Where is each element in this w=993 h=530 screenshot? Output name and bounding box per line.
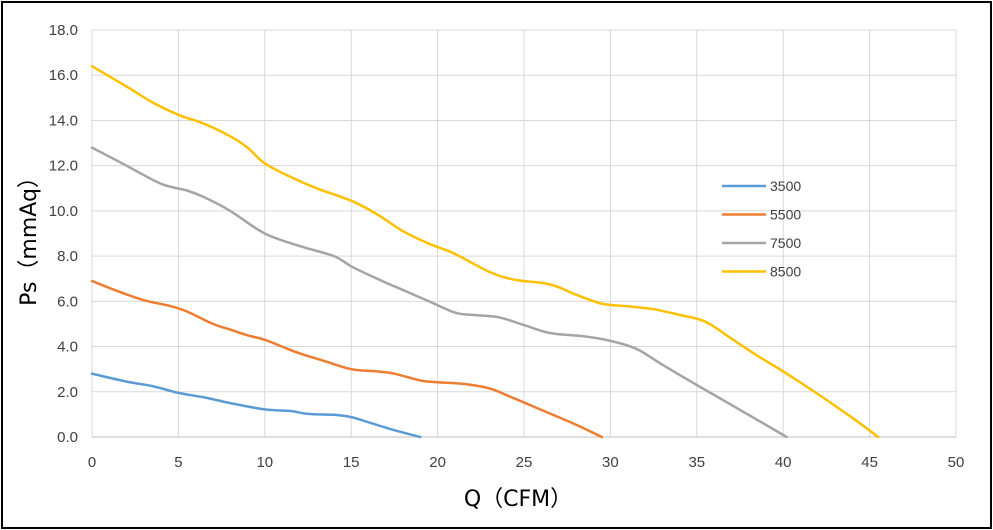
series-lines: [90, 64, 880, 439]
x-axis-title: Q（CFM）: [464, 487, 572, 512]
series-line-7500: [90, 146, 788, 439]
x-tick-label: 15: [343, 454, 360, 471]
y-tick-label: 0.0: [57, 429, 78, 446]
y-tick-label: 2.0: [57, 384, 78, 401]
y-tick-label: 4.0: [57, 339, 78, 356]
x-tick-label: 0: [88, 454, 96, 471]
legend-label-5500: 5500: [770, 207, 801, 223]
y-tick-label: 16.0: [49, 67, 78, 84]
x-tick-label: 25: [516, 454, 533, 471]
x-tick-label: 10: [256, 454, 273, 471]
legend-label-7500: 7500: [770, 235, 801, 251]
series-line-8500: [90, 64, 880, 439]
x-tick-labels: 0 5 10 15 20 25 30 35 40 45 50: [88, 454, 965, 471]
x-tick-label: 45: [861, 454, 878, 471]
x-tick-label: 35: [688, 454, 705, 471]
grid: [91, 29, 957, 438]
y-tick-label: 12.0: [49, 158, 78, 175]
legend-label-8500: 8500: [770, 264, 801, 280]
y-tick-label: 8.0: [57, 248, 78, 265]
x-tick-label: 50: [948, 454, 965, 471]
y-tick-label: 14.0: [49, 112, 78, 129]
y-tick-labels: 0.0 2.0 4.0 6.0 8.0 10.0 12.0 14.0 16.0 18.0: [49, 22, 78, 446]
legend-label-3500: 3500: [770, 178, 801, 194]
series-line-5500: [90, 279, 604, 439]
x-tick-label: 30: [602, 454, 619, 471]
x-tick-label: 20: [429, 454, 446, 471]
legend: 3500 5500 7500 8500: [722, 178, 801, 280]
x-tick-label: 40: [775, 454, 792, 471]
series-line-3500: [90, 372, 422, 439]
y-tick-label: 18.0: [49, 22, 78, 39]
y-axis-title: Ps（mmAq）: [17, 166, 42, 306]
x-tick-label: 5: [174, 454, 182, 471]
y-tick-label: 6.0: [57, 293, 78, 310]
y-tick-label: 10.0: [49, 203, 78, 220]
